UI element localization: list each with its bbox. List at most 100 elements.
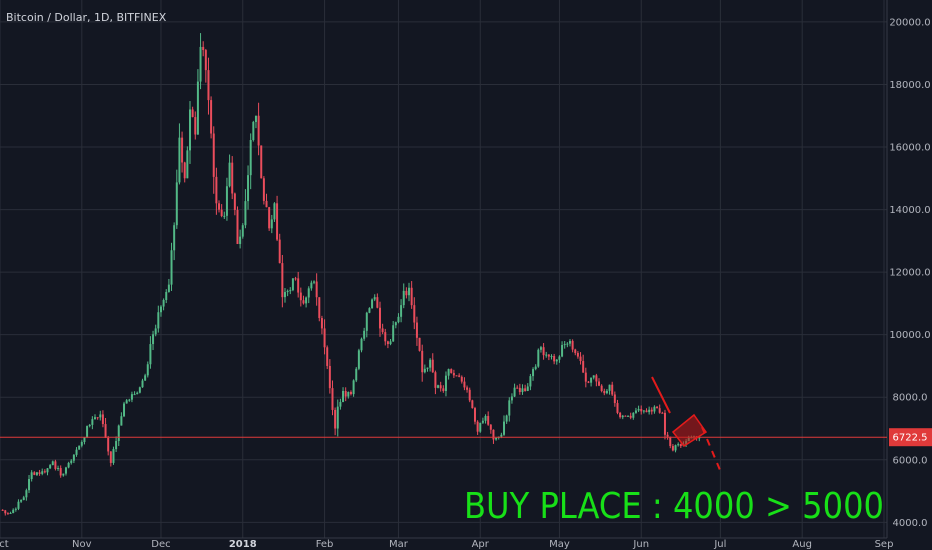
candle-body [183, 162, 186, 179]
time-tick-label: Nov [72, 539, 92, 550]
bear-flag-box [671, 413, 708, 447]
candle-body [576, 352, 579, 357]
candle-body [154, 328, 157, 335]
candle-body [289, 290, 292, 292]
candle-body [210, 100, 213, 134]
candle-body [495, 437, 498, 440]
candle-body [96, 417, 99, 419]
candle-body [138, 387, 141, 393]
candle-body [666, 434, 669, 437]
price-axis[interactable]: 20000.0 18000.0 16000.0 14000.0 12000.0 10000… [889, 17, 930, 528]
candle-body [35, 472, 38, 475]
candle-body [175, 182, 178, 226]
candle-body [207, 70, 210, 101]
candle-body [408, 287, 411, 296]
downtrend-arrow-line [651, 376, 671, 414]
candle-body [299, 292, 302, 301]
candle-body [123, 403, 126, 417]
candle-body [276, 203, 279, 240]
price-tick-label: 4000.0 [893, 518, 928, 529]
time-axis[interactable]: Oct Nov Dec 2018 Feb Mar Apr May Jun Jul Aug Sep [0, 539, 893, 550]
candle-body [107, 437, 110, 452]
candle-body [328, 365, 331, 389]
candle-body [46, 468, 49, 473]
candle-body [112, 449, 115, 463]
candle-body [307, 288, 310, 298]
candle-body [621, 415, 624, 418]
candle-body [389, 341, 392, 345]
candle-body [12, 509, 15, 513]
candle-body [286, 290, 289, 293]
candle-body [146, 364, 149, 376]
candle-body [605, 390, 608, 394]
candle-body [550, 356, 553, 358]
candle-body [413, 305, 416, 323]
candle-body [188, 109, 191, 151]
time-tick-label: Dec [151, 539, 170, 550]
candle-body [57, 468, 60, 470]
candle-body [368, 308, 371, 313]
candle-body [363, 330, 366, 339]
candle-body [468, 389, 471, 401]
candle-body [563, 344, 566, 346]
candle-body [473, 408, 476, 422]
candle-body [616, 403, 619, 413]
candle-body [352, 380, 355, 395]
candle-body [397, 316, 400, 323]
candle-body [487, 416, 490, 425]
candle-body [268, 207, 271, 229]
candle-body [561, 345, 564, 357]
candle-body [386, 341, 389, 345]
candle-body [220, 209, 223, 216]
candle-body [521, 388, 524, 393]
candle-body [405, 290, 408, 296]
candle-body [481, 420, 484, 423]
candle-body [117, 425, 120, 442]
candle-body [632, 412, 635, 418]
candle-body [252, 121, 255, 141]
candle-body [627, 415, 630, 417]
candle-body [331, 388, 334, 410]
candle-body [595, 375, 598, 382]
candle-body [202, 46, 205, 51]
candle-body [529, 376, 532, 387]
time-tick-label: Jun [632, 539, 649, 550]
candle-body [128, 399, 131, 401]
candle-body [545, 354, 548, 356]
candle-body [669, 436, 672, 447]
current-price-tag: 6722.5 [889, 428, 932, 447]
candle-body [336, 406, 339, 429]
candle-body [194, 117, 197, 135]
candle-body [608, 384, 611, 391]
candle-body [215, 176, 218, 204]
candle-body [532, 369, 535, 377]
candle-body [442, 388, 445, 391]
candle-body [611, 384, 614, 395]
candle-body [539, 347, 542, 350]
time-tick-label: Apr [472, 539, 490, 550]
candle-body [91, 419, 94, 425]
candle-body [318, 297, 321, 319]
candle-body [650, 409, 653, 412]
candle-body [524, 388, 527, 391]
symbol-title[interactable]: Bitcoin / Dollar, 1D, BITFINEX [6, 11, 167, 24]
price-tick-label: 14000.0 [889, 205, 930, 216]
candle-body [349, 391, 352, 395]
candle-body [476, 421, 479, 432]
candle-body [637, 408, 640, 411]
candle-body [218, 203, 221, 210]
candle-body [159, 306, 162, 313]
candle-body [619, 412, 622, 418]
candle-body [170, 250, 173, 285]
candle-body [534, 366, 537, 370]
candle-body [489, 424, 492, 430]
candle-body [125, 400, 128, 404]
candle-body [186, 150, 189, 179]
price-tick-label: 8000.0 [893, 393, 928, 404]
candle-body [165, 291, 168, 300]
candle-body [334, 409, 337, 429]
candle-body [162, 299, 165, 307]
candle-body [99, 414, 102, 418]
candle-body [571, 340, 574, 350]
